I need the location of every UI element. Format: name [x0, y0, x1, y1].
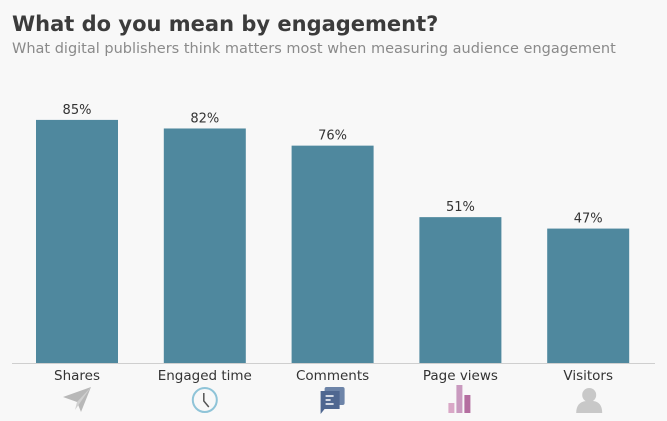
bar-shares: [36, 119, 118, 364]
chart-subtitle: What digital publishers think matters mo…: [12, 41, 616, 57]
data-label: 82%: [190, 111, 219, 126]
bar-comments: [291, 145, 374, 363]
chart-title: What do you mean by engagement?: [12, 12, 438, 36]
x-tick-label: Engaged time: [158, 368, 252, 384]
paper-plane-icon: [63, 387, 91, 412]
x-tick-label: Shares: [54, 368, 100, 384]
data-label: 76%: [318, 129, 347, 144]
data-label: 47%: [574, 212, 603, 227]
bar-visitors: [547, 228, 630, 363]
bar-engaged-time: [163, 128, 246, 363]
x-tick-label: Page views: [423, 368, 498, 384]
x-tick-label: Visitors: [563, 368, 613, 384]
data-label: 85%: [63, 103, 92, 118]
bar-page-views: [419, 217, 502, 363]
clock-icon: [191, 387, 218, 413]
comments-icon: [320, 387, 345, 414]
user-icon: [576, 388, 603, 413]
bar-chart-icon: [448, 385, 471, 413]
data-label: 51%: [446, 200, 475, 215]
x-tick-label: Comments: [296, 368, 369, 384]
